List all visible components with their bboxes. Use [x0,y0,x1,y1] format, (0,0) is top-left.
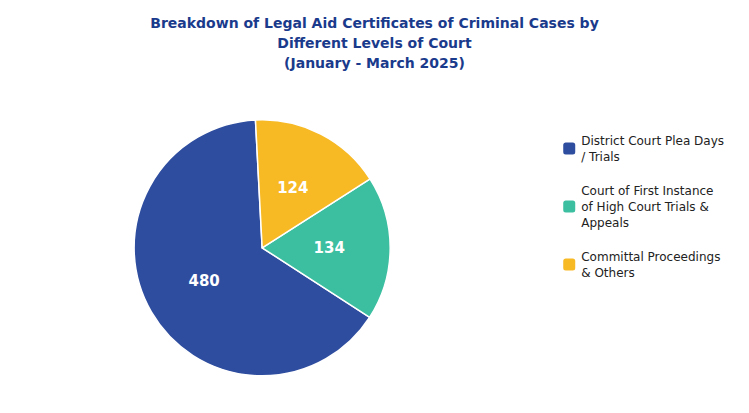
svg-text:& Others: & Others [581,266,635,280]
svg-text:Breakdown of Legal Aid Certifi: Breakdown of Legal Aid Certificates of C… [150,15,599,31]
svg-text:/ Trials: / Trials [581,150,620,164]
svg-text:Different Levels of Court: Different Levels of Court [277,35,472,51]
svg-text:Committal Proceedings: Committal Proceedings [581,250,720,264]
svg-text:134: 134 [314,239,345,257]
svg-text:District Court Plea Days: District Court Plea Days [581,134,724,148]
svg-text:124: 124 [277,179,308,197]
svg-text:Court of First Instance: Court of First Instance [581,184,713,198]
svg-text:(January - March 2025): (January - March 2025) [284,55,465,71]
svg-text:Appeals: Appeals [581,216,629,230]
svg-text:of High Court Trials &: of High Court Trials & [581,200,709,214]
svg-text:480: 480 [188,272,219,290]
